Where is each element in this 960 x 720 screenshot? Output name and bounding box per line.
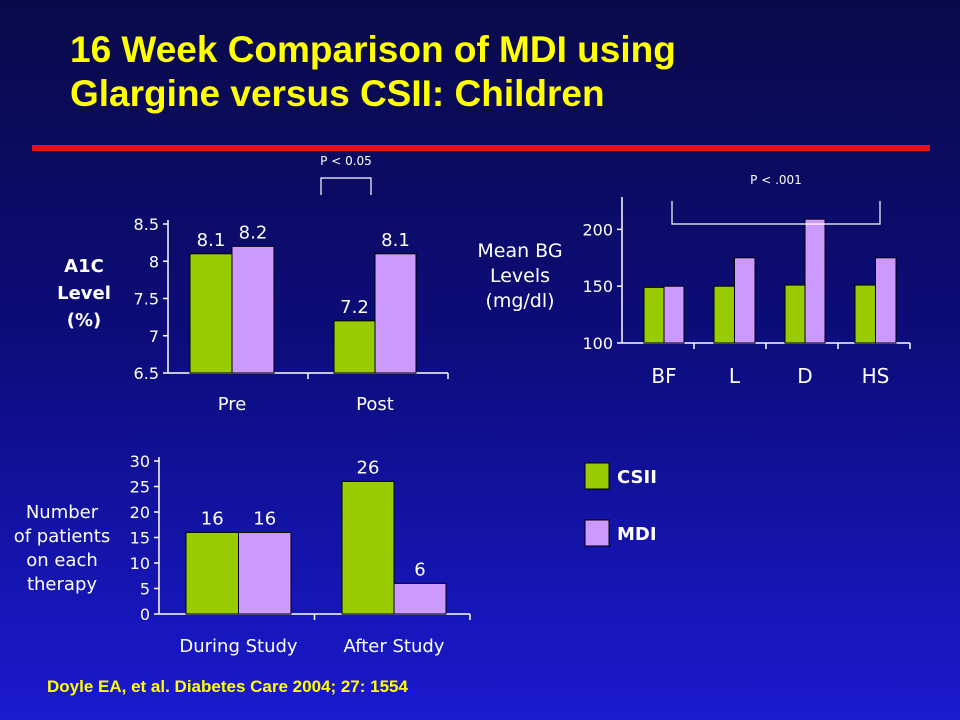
title-line-1: 16 Week Comparison of MDI using [70, 29, 676, 70]
patients-y-axis-title: Number [26, 502, 99, 523]
meanbg-bar-mdi-l [734, 257, 756, 344]
patients-bar-mdi-during-study [238, 531, 292, 615]
a1c-significance-label: P < 0.05 [320, 154, 372, 168]
patients-y-tick-label: 25 [130, 478, 150, 497]
a1c-y-tick-label: 8.5 [134, 215, 159, 234]
patients-y-tick-label: 30 [130, 452, 150, 471]
meanbg-bar-csii-bf [643, 286, 665, 344]
meanbg-y-tick-label: 100 [582, 334, 613, 353]
a1c-bar-value-label: 8.1 [197, 230, 226, 251]
a1c-bar-value-label: 8.2 [239, 222, 268, 243]
patients-bar-csii-during-study [185, 531, 239, 615]
meanbg-y-axis-title: (mg/dl) [485, 290, 554, 312]
a1c-category-label: Post [356, 394, 394, 415]
a1c-y-tick-label: 8 [149, 252, 159, 271]
patients-y-axis-title: therapy [27, 574, 97, 595]
meanbg-bar-csii-l [713, 285, 735, 344]
legend-label-mdi: MDI [617, 524, 657, 545]
meanbg-category-label: L [729, 364, 741, 388]
a1c-y-tick-label: 6.5 [134, 364, 159, 383]
patients-y-tick-label: 15 [130, 529, 150, 548]
meanbg-bar-csii-d [784, 284, 806, 344]
a1c-bar-mdi-pre [231, 245, 275, 374]
meanbg-bar-mdi-bf [663, 285, 685, 344]
a1c-bar-csii-post [333, 320, 376, 374]
patients-bar-value-label: 6 [414, 559, 425, 580]
patients-y-tick-label: 5 [140, 580, 150, 599]
meanbg-category-label: BF [651, 364, 676, 388]
patients-bar-value-label: 26 [357, 457, 380, 478]
meanbg-y-axis-title: Levels [490, 265, 550, 287]
a1c-category-label: Pre [218, 394, 247, 415]
citation: Doyle EA, et al. Diabetes Care 2004; 27:… [47, 677, 408, 696]
patients-y-axis-title: of patients [14, 526, 111, 547]
patients-category-label: During Study [179, 636, 298, 657]
patients-bar-mdi-after-study [393, 582, 447, 615]
legend-swatch-csii [584, 462, 610, 490]
patients-category-label: After Study [344, 636, 445, 657]
patients-bar-csii-after-study [341, 480, 395, 615]
title-line-2: Glargine versus CSII: Children [70, 73, 605, 114]
patients-y-tick-label: 20 [130, 503, 150, 522]
meanbg-category-label: HS [862, 364, 890, 388]
meanbg-significance-bracket [671, 201, 881, 225]
meanbg-bar-mdi-hs [875, 257, 897, 344]
meanbg-y-axis-title: Mean BG [477, 240, 562, 262]
legend-swatch-mdi [584, 519, 610, 547]
meanbg-bar-mdi-d [804, 218, 826, 344]
a1c-y-axis-title: (%) [67, 310, 102, 331]
meanbg-significance-label: P < .001 [750, 173, 802, 187]
patients-y-axis-title: on each [26, 550, 98, 571]
meanbg-category-label: D [797, 364, 812, 388]
a1c-bar-csii-pre [189, 253, 233, 374]
a1c-y-tick-label: 7.5 [134, 290, 159, 309]
meanbg-y-tick-label: 200 [582, 220, 613, 239]
slide-title: 16 Week Comparison of MDI using Glargine… [70, 28, 930, 116]
a1c-bar-value-label: 7.2 [340, 297, 369, 318]
patients-bar-value-label: 16 [201, 508, 224, 529]
a1c-bar-mdi-post [374, 253, 417, 374]
legend-label-csii: CSII [617, 467, 657, 488]
a1c-y-axis-title: A1C [64, 256, 104, 277]
a1c-y-axis-title: Level [57, 283, 111, 304]
a1c-bar-value-label: 8.1 [381, 230, 410, 251]
patients-y-tick-label: 0 [140, 605, 150, 624]
a1c-significance-bracket [320, 177, 372, 195]
patients-y-tick-label: 10 [130, 554, 150, 573]
patients-bar-value-label: 16 [253, 508, 276, 529]
title-divider [32, 145, 930, 151]
meanbg-y-tick-label: 150 [582, 277, 613, 296]
meanbg-bar-csii-hs [854, 284, 876, 344]
a1c-y-tick-label: 7 [149, 327, 159, 346]
